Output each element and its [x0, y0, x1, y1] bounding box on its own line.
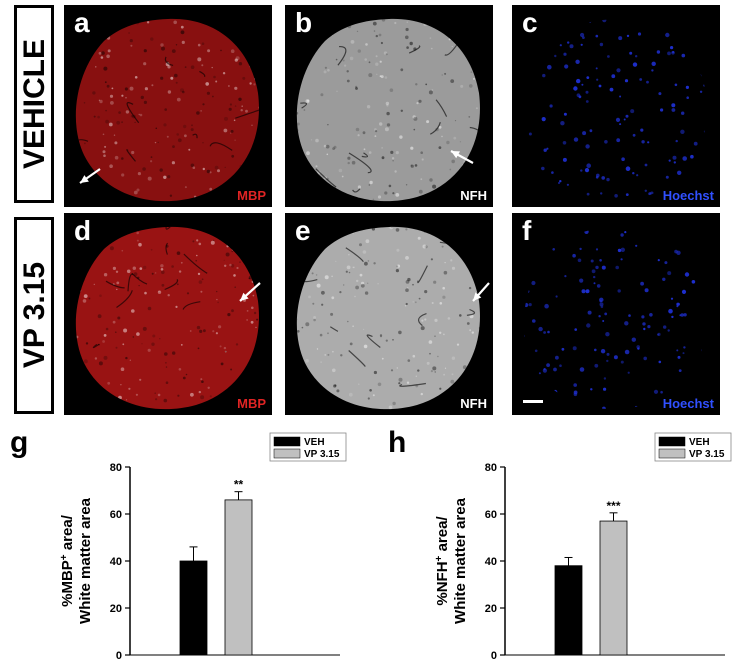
arrow-icon [450, 150, 474, 164]
panel-letter-b: b [295, 7, 313, 38]
y-tick-label: 20 [110, 603, 122, 615]
micrograph-e [296, 226, 490, 410]
scale-bar [523, 400, 543, 403]
micrograph-c [523, 18, 707, 202]
tissue-section [296, 18, 480, 202]
micrograph-panel-e: e NFH [285, 213, 493, 415]
significance-label: *** [606, 499, 620, 513]
stain-label-a: MBP [237, 188, 266, 203]
y-axis-label: %MBP+ area/White matter area [59, 497, 95, 624]
row-label-vehicle: VEHICLE [14, 5, 54, 203]
panel-letter-e: e [295, 215, 311, 246]
panel-letter-a: a [74, 7, 90, 38]
stain-label-b: NFH [460, 188, 487, 203]
y-tick-label: 60 [485, 509, 497, 521]
panel-letter-g: g [10, 426, 29, 459]
micrograph-a [75, 18, 259, 202]
y-tick-label: 40 [110, 556, 122, 568]
micrograph-f [523, 226, 707, 410]
legend-label: VP 3.15 [689, 449, 725, 460]
panel-letter-c: c [522, 7, 538, 38]
legend-swatch [273, 448, 301, 459]
bar [179, 560, 208, 656]
panel-letter-f: f [522, 215, 532, 246]
y-tick-label: 60 [110, 509, 122, 521]
micrograph-b [296, 18, 480, 202]
stain-label-c: Hoechst [662, 188, 714, 203]
y-tick-label: 40 [485, 556, 497, 568]
y-tick-label: 0 [491, 650, 497, 662]
micrograph-panel-f: f Hoechst [512, 213, 720, 415]
arrow-icon [472, 282, 490, 302]
legend-swatch [273, 436, 301, 447]
y-tick-label: 80 [485, 462, 497, 474]
y-tick-label: 0 [116, 650, 122, 662]
y-axis-label: %NFH+ area/White matter area [434, 497, 470, 624]
micrograph-d [75, 226, 261, 410]
legend-label: VP 3.15 [304, 449, 340, 460]
panel-letter-h: h [388, 426, 407, 459]
stain-label-d: MBP [237, 396, 266, 411]
legend-label: VEH [304, 437, 325, 448]
legend-swatch [658, 436, 686, 447]
legend-swatch [658, 448, 686, 459]
bar-chart-h: %NFH+ area/White matter area 0 20 40 60 80 ***… [425, 430, 735, 665]
bar [224, 499, 253, 656]
micrograph-panel-b: b NFH [285, 5, 493, 207]
y-tick-label: 20 [485, 603, 497, 615]
tissue-section [75, 18, 259, 202]
legend-label: VEH [689, 437, 710, 448]
significance-label: ** [234, 478, 244, 492]
y-tick-label: 80 [110, 462, 122, 474]
bar [554, 565, 583, 656]
micrograph-panel-a: a MBP [64, 5, 272, 207]
row-label-treated: VP 3.15 [14, 217, 54, 414]
row-label-treated-text: VP 3.15 [18, 262, 51, 368]
arrow-icon [239, 282, 261, 302]
arrow-icon [79, 168, 101, 184]
stain-label-e: NFH [460, 396, 487, 411]
micrograph-panel-c: c Hoechst [512, 5, 720, 207]
tissue-section [75, 226, 259, 410]
stain-label-f: Hoechst [662, 396, 714, 411]
micrograph-panel-d: d MBP [64, 213, 272, 415]
bar-chart-g: %MBP+ area/White matter area 0 20 40 60 80 ** V… [50, 430, 350, 665]
row-label-vehicle-text: VEHICLE [18, 39, 51, 169]
panel-letter-d: d [74, 215, 92, 246]
tissue-section [296, 226, 480, 410]
bar [599, 520, 628, 656]
